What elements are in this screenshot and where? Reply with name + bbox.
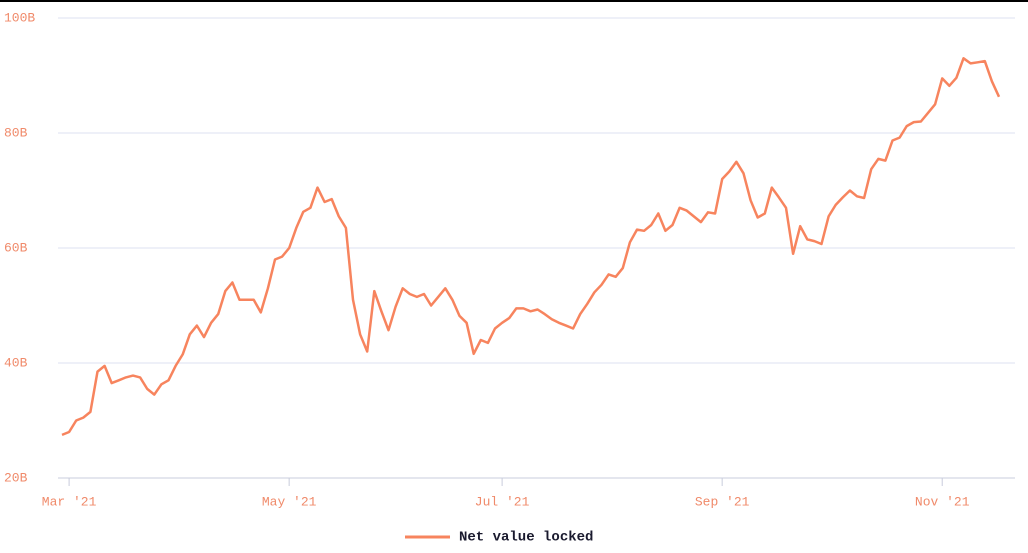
y-tick-label: 100B: [4, 10, 35, 25]
legend-label: Net value locked: [459, 530, 593, 546]
data-line: [61, 57, 1001, 437]
x-tick-label: Jul '21: [475, 494, 530, 509]
x-tick-label: Nov '21: [915, 494, 970, 509]
x-tick-label: Sep '21: [695, 494, 750, 509]
y-tick-label: 40B: [4, 355, 28, 370]
y-tick-label: 80B: [4, 125, 28, 140]
y-tick-label: 20B: [4, 470, 28, 485]
x-tick-label: May '21: [262, 494, 317, 509]
y-tick-label: 60B: [4, 240, 28, 255]
x-tick-label: Mar '21: [42, 494, 97, 509]
